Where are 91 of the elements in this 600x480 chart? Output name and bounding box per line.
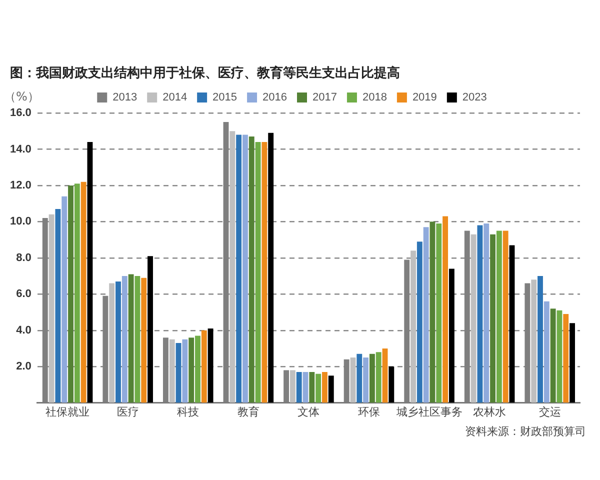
bar	[509, 245, 515, 403]
bar	[442, 216, 448, 403]
bar	[188, 338, 194, 403]
legend-label: 2014	[162, 92, 188, 104]
bar	[302, 372, 308, 403]
bar	[296, 372, 302, 403]
bar	[134, 276, 140, 403]
bar	[122, 276, 128, 403]
bar	[502, 230, 508, 403]
bar	[423, 227, 429, 403]
bar	[430, 222, 436, 403]
bar	[268, 132, 274, 403]
bar	[416, 242, 422, 403]
bar	[484, 223, 490, 403]
bar	[236, 134, 242, 403]
x-tick-label: 文体	[298, 405, 320, 418]
x-tick-label: 农林水	[473, 405, 506, 418]
legend-label: 2023	[462, 92, 487, 104]
y-tick-label: 6.0	[16, 288, 32, 300]
legend-label: 2018	[362, 92, 387, 104]
bar	[544, 301, 550, 403]
bar	[262, 142, 268, 403]
bar	[116, 281, 121, 403]
bar	[350, 358, 356, 403]
y-tick-label: 2.0	[16, 360, 32, 373]
bar	[87, 142, 93, 403]
x-tick-label: 环保	[358, 406, 380, 418]
bar	[436, 223, 442, 403]
y-axis-title: （%）	[4, 90, 40, 104]
bar	[376, 352, 382, 403]
legend-label: 2019	[412, 92, 437, 104]
bar	[531, 280, 537, 403]
bar	[242, 134, 248, 403]
x-tick-label: 交运	[538, 405, 561, 418]
bar	[363, 358, 369, 403]
bar	[369, 354, 375, 403]
bar	[109, 283, 115, 403]
bar	[309, 372, 315, 403]
bar	[556, 310, 562, 403]
bar	[255, 142, 261, 403]
bar	[128, 274, 134, 403]
bar	[169, 339, 175, 403]
bar	[230, 131, 236, 403]
bar	[356, 354, 362, 403]
x-tick-label: 城乡社区事务	[395, 405, 462, 418]
x-tick-label: 科技	[177, 406, 200, 418]
x-tick-label: 社保就业	[46, 405, 90, 418]
legend-label: 2013	[112, 92, 138, 104]
bar	[410, 250, 416, 403]
chart-title: 图：我国财政支出结构中用于社保、医疗、教育等民生支出占比提高	[10, 64, 400, 82]
bar	[148, 256, 153, 403]
bar	[195, 336, 200, 403]
bar	[490, 234, 496, 403]
bar	[248, 136, 254, 403]
bar	[208, 328, 214, 403]
bar	[80, 182, 86, 403]
x-tick-label: 医疗	[116, 405, 139, 418]
bar	[182, 339, 188, 403]
y-tick-label: 16.0	[10, 107, 32, 120]
bar	[328, 376, 334, 403]
y-tick-label: 8.0	[16, 252, 32, 264]
bar	[68, 185, 74, 403]
bar	[322, 372, 328, 403]
bar	[316, 374, 322, 403]
bar	[538, 276, 543, 403]
bar	[470, 234, 476, 403]
bar	[176, 343, 182, 403]
legend-label: 2015	[212, 92, 238, 104]
bar	[563, 314, 569, 403]
text: 资料来源：财政部预算司	[465, 424, 586, 439]
bar	[550, 308, 556, 403]
bar	[201, 330, 207, 403]
x-tick-label: 教育	[237, 405, 260, 418]
y-tick-label: 14.0	[10, 143, 32, 156]
y-tick-label: 10.0	[10, 216, 32, 228]
bar	[290, 370, 296, 403]
y-tick-label: 12.0	[10, 179, 32, 192]
y-tick-label: 4.0	[16, 324, 32, 336]
bar	[570, 323, 575, 403]
bar	[477, 225, 483, 403]
bar	[448, 268, 454, 403]
bar	[62, 196, 68, 403]
bar	[55, 208, 61, 403]
legend-label: 2017	[312, 92, 337, 104]
legend-label: 2016	[262, 92, 288, 104]
bar	[382, 348, 388, 403]
bar	[48, 214, 54, 403]
bar	[388, 366, 394, 403]
bar	[141, 278, 147, 403]
bar	[496, 230, 502, 403]
bar	[74, 184, 80, 403]
